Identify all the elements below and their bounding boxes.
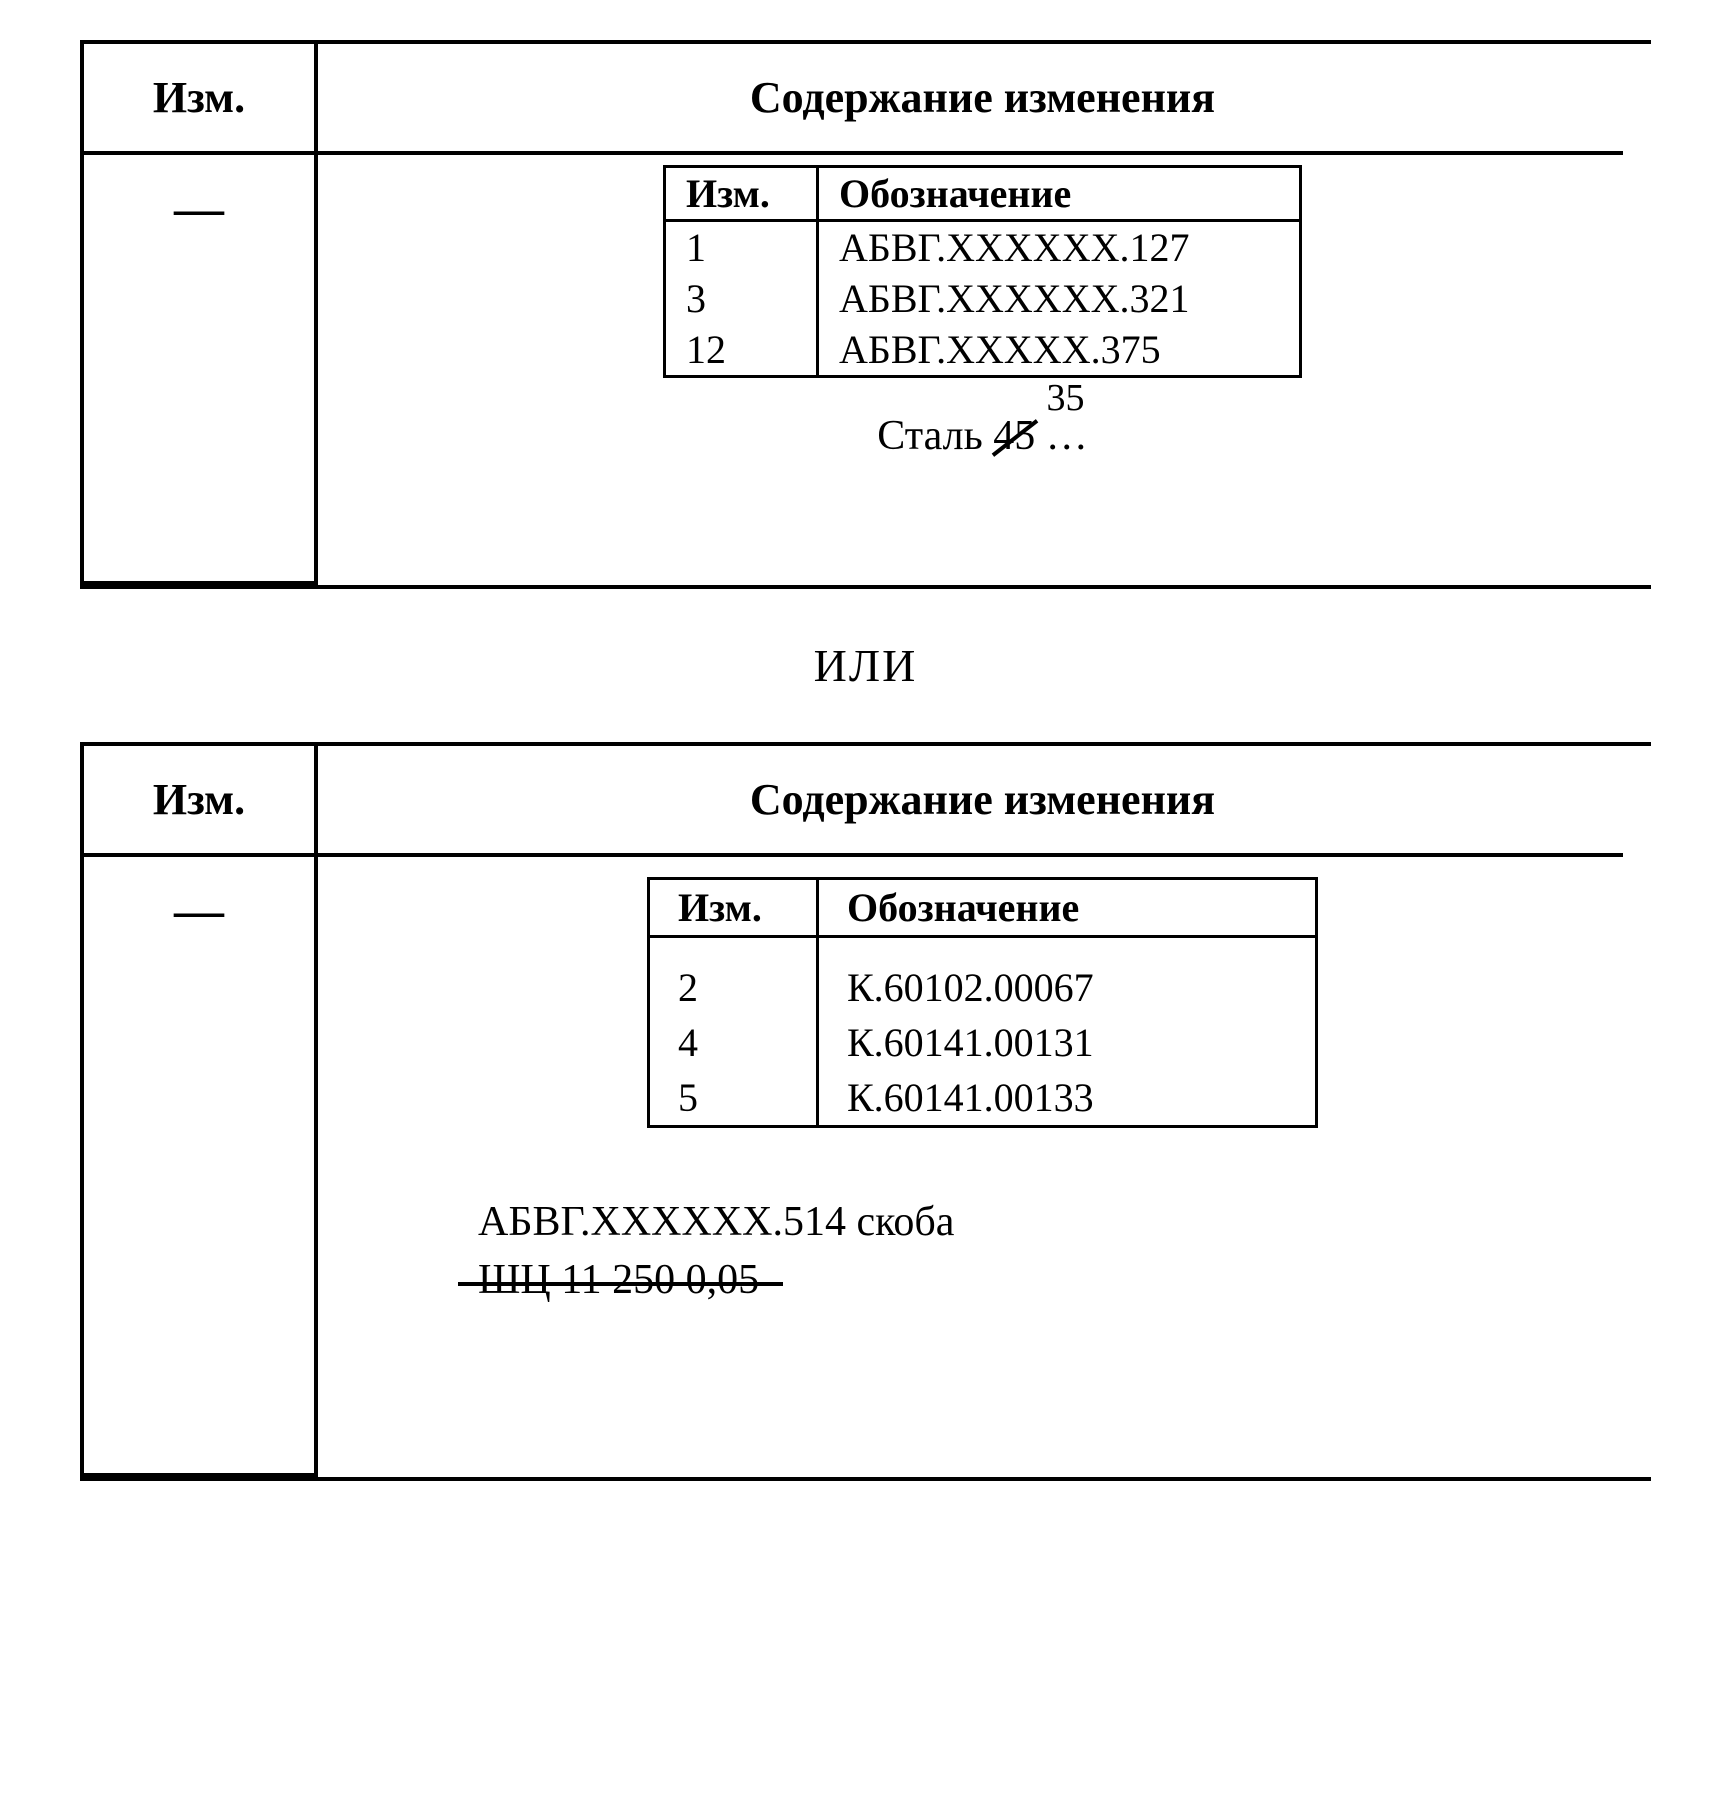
steel-superscript: 35	[1047, 376, 1085, 420]
p1-r1-desig: АБВГ.ХХХХХХ.321	[818, 273, 1301, 324]
p2-r2-izm: 5	[649, 1070, 818, 1127]
panel1-izm-dash: —	[84, 155, 318, 585]
p2-r1-izm: 4	[649, 1015, 818, 1070]
panel2-header-content: Содержание изменения	[318, 746, 1647, 857]
panel2-body-row: — Изм. Обозначение 2 К.60102.00067 4 К.6…	[84, 857, 1647, 1477]
panel1-mini-table: Изм. Обозначение 1 АБВГ.ХХХХХХ.127 3 АБВ…	[663, 165, 1302, 378]
panel2-header-row: Изм. Содержание изменения	[84, 746, 1647, 857]
panel2-note: АБВГ.ХХХХХХ.514 скоба ШЦ 11 250 0,05	[478, 1198, 1607, 1304]
p1-r2-desig: АБВГ.ХХХХХ.375	[818, 324, 1301, 377]
p1-r0-desig: АБВГ.ХХХХХХ.127	[818, 221, 1301, 274]
torn-edge	[1623, 746, 1651, 1477]
mini-th-izm: Изм.	[649, 879, 818, 937]
panel2-mini-table: Изм. Обозначение 2 К.60102.00067 4 К.601…	[647, 877, 1318, 1128]
mini-th-desig: Обозначение	[818, 879, 1317, 937]
p2-r2-desig: К.60141.00133	[818, 1070, 1317, 1127]
p2-r0-izm: 2	[649, 937, 818, 1016]
p1-r2-izm: 12	[665, 324, 818, 377]
panel1-body-row: — Изм. Обозначение 1 АБВГ.ХХХХХХ.127 3 А…	[84, 155, 1647, 585]
note-line-1: АБВГ.ХХХХХХ.514 скоба	[478, 1198, 1607, 1246]
change-panel-2: Изм. Содержание изменения — Изм. Обознач…	[80, 742, 1651, 1481]
steel-line: 35 Сталь 45 …	[703, 412, 1263, 460]
p1-r1-izm: 3	[665, 273, 818, 324]
steel-prefix: Сталь	[877, 413, 993, 459]
panel2-header-izm: Изм.	[84, 746, 318, 857]
panel1-header-content: Содержание изменения	[318, 44, 1647, 155]
torn-edge	[1623, 44, 1651, 585]
change-panel-1: Изм. Содержание изменения — Изм. Обознач…	[80, 40, 1651, 589]
p1-r0-izm: 1	[665, 221, 818, 274]
panel1-body: Изм. Обозначение 1 АБВГ.ХХХХХХ.127 3 АБВ…	[318, 155, 1647, 585]
panel2-body: Изм. Обозначение 2 К.60102.00067 4 К.601…	[318, 857, 1647, 1477]
p2-r0-desig: К.60102.00067	[818, 937, 1317, 1016]
p2-r1-desig: К.60141.00131	[818, 1015, 1317, 1070]
note-strikethrough: ШЦ 11 250 0,05	[478, 1256, 759, 1304]
steel-struck-value: 45	[993, 412, 1035, 460]
separator-ili: ИЛИ	[80, 639, 1651, 692]
panel1-header-row: Изм. Содержание изменения	[84, 44, 1647, 155]
panel1-header-izm: Изм.	[84, 44, 318, 155]
mini-th-desig: Обозначение	[818, 167, 1301, 221]
mini-th-izm: Изм.	[665, 167, 818, 221]
panel2-izm-dash: —	[84, 857, 318, 1477]
